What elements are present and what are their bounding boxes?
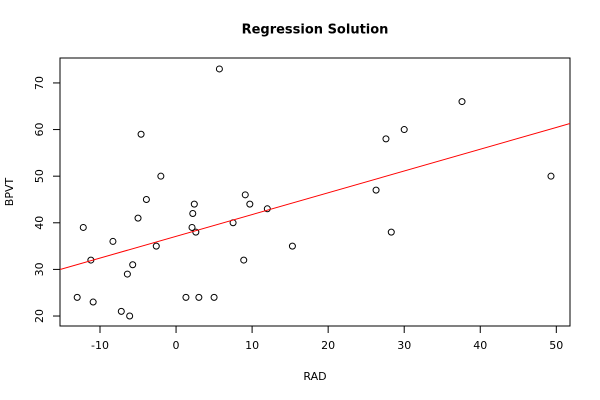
point [152, 242, 160, 250]
point [190, 200, 198, 208]
y-tick-label: 40 [33, 216, 46, 230]
point [246, 200, 254, 208]
x-tick-label: 40 [473, 339, 487, 352]
point [288, 242, 296, 250]
x-tick-label: 30 [397, 339, 411, 352]
point [189, 209, 197, 217]
x-tick-label: 10 [245, 339, 259, 352]
y-tick-label: 20 [33, 309, 46, 323]
chart-title: Regression Solution [242, 23, 389, 38]
x-tick-label: 0 [173, 339, 180, 352]
point [134, 214, 142, 222]
point [129, 261, 137, 269]
point [387, 228, 395, 236]
regression-line [60, 123, 570, 271]
x-tick-label: 50 [549, 339, 563, 352]
point [215, 65, 223, 73]
point [89, 298, 97, 306]
y-tick-label: 60 [33, 123, 46, 137]
point [79, 223, 87, 231]
point [372, 186, 380, 194]
point [123, 270, 131, 278]
x-tick-label: -10 [91, 339, 109, 352]
y-tick-label: 70 [33, 76, 46, 90]
point [547, 172, 555, 180]
point [210, 293, 218, 301]
point [137, 130, 145, 138]
point [142, 195, 150, 203]
point [400, 126, 408, 134]
y-tick-label: 30 [33, 262, 46, 276]
x-tick-label: 20 [321, 339, 335, 352]
point [241, 191, 249, 199]
point [157, 172, 165, 180]
y-tick-label: 50 [33, 169, 46, 183]
point [182, 293, 190, 301]
point [126, 312, 134, 320]
point [117, 307, 125, 315]
point [382, 135, 390, 143]
point [458, 98, 466, 106]
point [109, 237, 117, 245]
point [73, 293, 81, 301]
point [240, 256, 248, 264]
point [263, 205, 271, 213]
point [192, 228, 200, 236]
y-axis-title: BPVT [3, 178, 16, 207]
point [188, 223, 196, 231]
x-axis-title: RAD [303, 370, 326, 383]
point [195, 293, 203, 301]
